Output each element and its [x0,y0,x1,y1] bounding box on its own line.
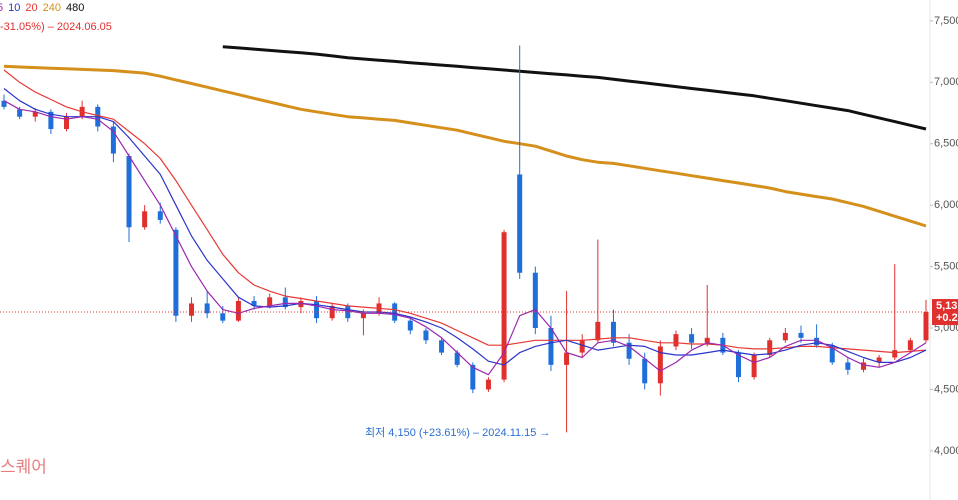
ma-line [3,69,927,354]
candle-body [17,109,23,117]
candle-body [142,211,148,228]
ma-line [222,45,927,131]
watermark: 스퀘어 [0,457,47,476]
candle-body [126,156,132,228]
candle-body [548,328,554,365]
candle-body [751,355,757,378]
candle-body [329,305,335,319]
y-tick-label: 4,000 [934,445,958,457]
candle-body [314,300,320,319]
legend-entry: 10 [8,2,20,14]
legend-entry: 5 [0,2,3,14]
candle-body [204,303,210,314]
last-price-change: +0.2 [936,312,958,324]
candle-body [48,111,54,129]
candle-body [845,362,851,370]
candle-body [532,272,538,329]
candle-body [610,321,616,343]
candle-body [454,352,460,365]
candle-body [189,303,195,316]
candle-body [423,330,429,341]
y-tick-label: 4,500 [934,383,958,395]
candle-body [907,340,913,351]
candle-body [892,350,898,358]
ma-line [3,100,927,376]
legend: 5 10 20 240 480 [0,2,84,14]
candle-body [64,116,70,129]
candle-body [298,300,304,308]
candle-body [1,100,7,107]
candle-body [501,232,507,380]
candle-body [564,352,570,365]
candle-body [595,321,601,341]
candle-body [220,313,226,321]
last-price-label: 5,13 [936,300,957,312]
candle-body [814,337,820,346]
candle-body [642,358,648,384]
candle-body [345,305,351,319]
candle-body [470,364,476,390]
candle-body [704,337,710,343]
candle-body [485,379,491,390]
candle-body [173,229,179,316]
candle-body [392,303,398,321]
legend-entry: 240 [43,2,61,14]
candle-body [782,332,788,341]
candle-body [829,345,835,363]
candle-body [657,346,663,384]
legend-entry: 480 [66,2,84,14]
candle-body [517,174,523,273]
candle-body [735,352,741,378]
y-tick-label: 7,500 [934,15,958,27]
candle-body [32,111,38,117]
low-annotation: 최저 4,150 (+23.61%) – 2024.11.15 → [365,426,550,439]
candle-body [282,297,288,308]
y-tick-label: 6,000 [934,199,958,211]
candle-body [860,362,866,370]
candle-body [767,340,773,356]
candle-body [439,340,445,353]
candle-body [798,332,804,338]
legend-entry: 20 [25,2,37,14]
y-tick-label: 6,500 [934,138,958,150]
ma-line [3,64,927,228]
candle-body [251,300,257,306]
candle-body [235,300,241,321]
y-tick-label: 5,500 [934,260,958,272]
candle-body [110,126,116,154]
candle-body [267,297,273,306]
candle-body [157,211,163,220]
last-price-box [932,299,958,326]
y-tick-label: 7,000 [934,76,958,88]
high-annotation: -31.05%) – 2024.06.05 [0,21,112,33]
candle-body [673,334,679,347]
candle-body [579,340,585,353]
candle-body [689,334,695,343]
candle-body [407,320,413,331]
candle-body [876,357,882,363]
ma-line [3,88,927,366]
candle-body [360,313,366,319]
candle-body [923,312,929,341]
candle-body [626,342,632,359]
